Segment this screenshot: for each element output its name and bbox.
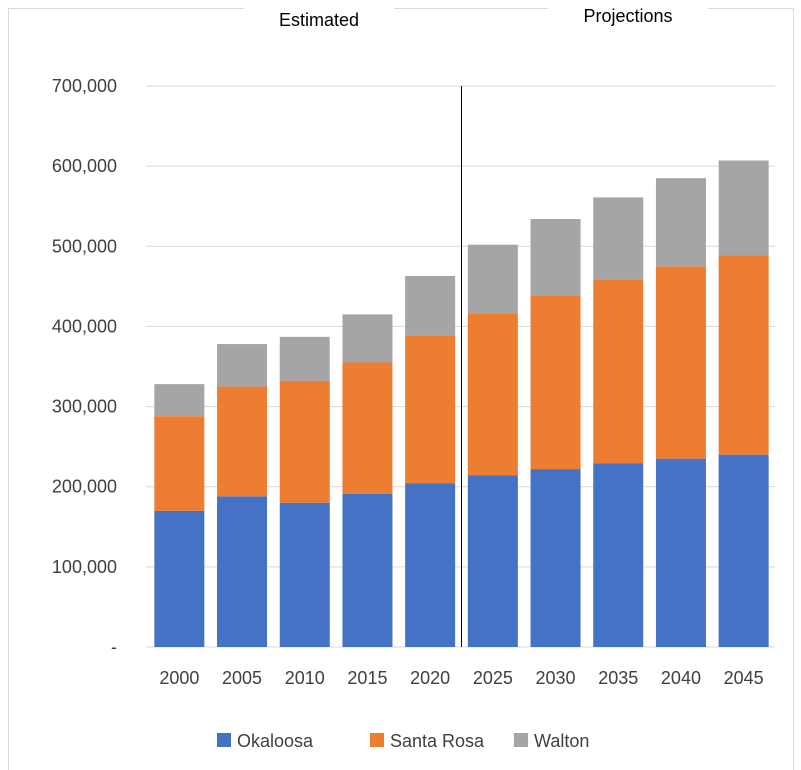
x-tick-label: 2020 (410, 668, 450, 688)
legend-swatch (370, 733, 384, 747)
x-tick-label: 2030 (536, 668, 576, 688)
bar-okaloosa (718, 454, 769, 647)
section-label-estimated: Estimated (244, 2, 394, 38)
bar-santa-rosa (279, 380, 330, 503)
bar-walton (718, 160, 769, 256)
legend: Okaloosa Santa Rosa Walton (217, 731, 589, 751)
y-tick-label: 300,000 (52, 397, 117, 417)
bar-santa-rosa (217, 386, 268, 497)
x-tick-label: 2025 (473, 668, 513, 688)
bar-okaloosa (279, 502, 330, 647)
y-axis: - 100,000 200,000 300,000 400,000 500,000 600,… (52, 76, 117, 657)
bar-santa-rosa (593, 279, 644, 464)
bar-santa-rosa (467, 313, 518, 476)
bars (154, 160, 769, 647)
bar-okaloosa (593, 463, 644, 647)
x-tick-label: 2040 (661, 668, 701, 688)
bar-walton (342, 314, 393, 363)
bar-walton (217, 344, 268, 387)
chart-frame (8, 8, 794, 770)
y-tick-label: 700,000 (52, 76, 117, 96)
y-tick-label: 600,000 (52, 156, 117, 176)
x-tick-label: 2045 (724, 668, 764, 688)
bar-walton (530, 219, 581, 296)
x-tick-label: 2035 (598, 668, 638, 688)
legend-label: Walton (534, 731, 589, 751)
legend-swatch (514, 733, 528, 747)
y-tick-label: 200,000 (52, 477, 117, 497)
legend-label: Santa Rosa (390, 731, 485, 751)
bar-walton (593, 197, 644, 280)
x-tick-label: 2000 (159, 668, 199, 688)
bar-okaloosa (217, 496, 268, 647)
bar-santa-rosa (405, 335, 456, 484)
bar-santa-rosa (655, 266, 706, 459)
x-tick-label: 2005 (222, 668, 262, 688)
legend-swatch (217, 733, 231, 747)
legend-label: Okaloosa (237, 731, 314, 751)
bar-santa-rosa (718, 255, 769, 455)
x-tick-label: 2010 (285, 668, 325, 688)
y-tick-label: - (111, 637, 117, 657)
bar-walton (154, 384, 205, 417)
y-tick-label: 100,000 (52, 557, 117, 577)
x-axis: 2000 2005 2010 2015 2020 2025 2030 2035 2040 2045 (159, 668, 763, 688)
section-label-projections: Projections (548, 0, 708, 34)
bar-okaloosa (655, 458, 706, 647)
bar-santa-rosa (342, 362, 393, 494)
bar-okaloosa (342, 493, 393, 647)
bar-walton (279, 336, 330, 381)
bar-walton (467, 244, 518, 314)
bar-santa-rosa (154, 416, 205, 511)
bar-walton (655, 178, 706, 267)
bar-santa-rosa (530, 295, 581, 470)
y-tick-label: 500,000 (52, 236, 117, 256)
bar-walton (405, 275, 456, 336)
x-tick-label: 2015 (347, 668, 387, 688)
bar-okaloosa (530, 469, 581, 647)
bar-okaloosa (467, 475, 518, 647)
bar-okaloosa (405, 483, 456, 647)
y-tick-label: 400,000 (52, 316, 117, 336)
bar-okaloosa (154, 510, 205, 647)
